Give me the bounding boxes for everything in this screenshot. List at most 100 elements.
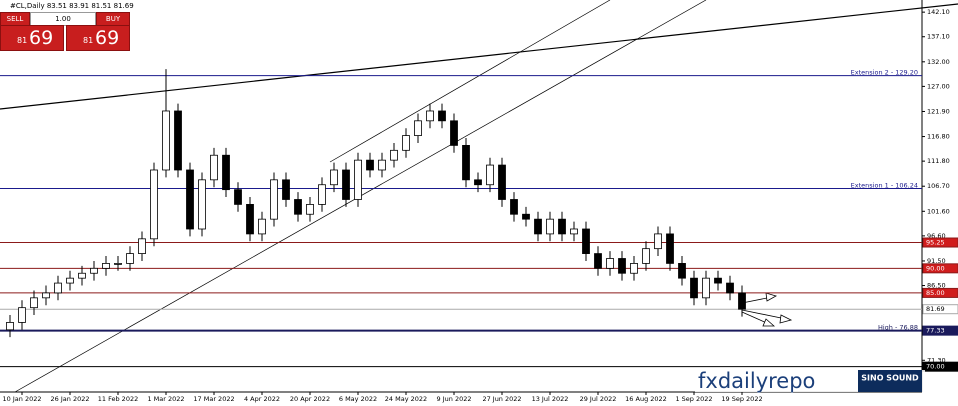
candle-body — [126, 253, 134, 264]
candle-body — [306, 204, 314, 215]
candle-body — [690, 277, 698, 299]
level-tag: 81.69 — [926, 305, 945, 313]
arrows — [741, 292, 793, 327]
candle-body — [402, 135, 410, 151]
x-tick-label: 1 Mar 2022 — [147, 395, 184, 403]
level-label: Extension 1 - 106.24 — [851, 181, 918, 189]
x-tick-label: 1 Sep 2022 — [675, 395, 712, 403]
y-tick-label: 86.50 — [927, 282, 946, 290]
candle-body — [486, 164, 494, 186]
x-tick-label: 13 Jul 2022 — [532, 395, 569, 403]
y-tick-label: 142.10 — [927, 8, 950, 16]
candle-body — [702, 277, 710, 299]
x-tick-label: 29 Jul 2022 — [580, 395, 617, 403]
candle-body — [90, 267, 98, 274]
candle-body — [546, 218, 554, 235]
candle-body — [66, 277, 74, 284]
candle-body — [474, 179, 482, 186]
sell-button[interactable]: SELL — [0, 12, 30, 26]
buy-price[interactable]: 81 69 — [66, 25, 130, 51]
candle-body — [318, 184, 326, 205]
level-label: High - 76.88 — [878, 324, 918, 332]
candle-body — [390, 149, 398, 161]
candle-body — [354, 159, 362, 200]
x-tick-label: 10 Jan 2022 — [3, 395, 42, 403]
level-tag-box — [922, 325, 958, 336]
candle-body — [186, 169, 194, 230]
y-tick-label: 127.00 — [927, 82, 950, 90]
candle-body — [570, 228, 578, 235]
candle-body — [510, 199, 518, 215]
candle-body — [150, 169, 158, 240]
y-tick-label: 116.80 — [927, 133, 950, 141]
candle-body — [18, 307, 26, 323]
candle-body — [666, 233, 674, 264]
brand-text: SINO SOUND — [861, 374, 919, 383]
x-tick-label: 16 Aug 2022 — [625, 395, 667, 403]
level-tag-box — [922, 263, 958, 274]
level-tag-box — [922, 361, 958, 372]
candle-body — [630, 263, 638, 274]
x-tick-label: 27 Jun 2022 — [482, 395, 521, 403]
x-tick-label: 11 Feb 2022 — [98, 395, 138, 403]
candle-body — [294, 199, 302, 215]
candle-body — [6, 322, 14, 331]
candle-body — [30, 297, 38, 309]
candle-body — [642, 248, 650, 264]
candle-body — [462, 145, 470, 181]
candle-body — [114, 263, 122, 265]
candle-body — [222, 154, 230, 191]
candle-body — [198, 179, 206, 230]
x-tick-label: 17 Mar 2022 — [193, 395, 234, 403]
candle-body — [258, 218, 266, 235]
candle-body — [438, 110, 446, 122]
lots-input[interactable]: 1.00 — [30, 12, 96, 26]
candle-body — [714, 277, 722, 284]
brand-box — [858, 370, 922, 392]
candle-body — [102, 263, 110, 269]
candle-body — [138, 238, 146, 254]
candle-body — [558, 218, 566, 235]
level-tag: 70.00 — [926, 363, 945, 371]
level-tag-box — [922, 304, 958, 315]
level-tag: 95.25 — [926, 239, 945, 247]
sell-price[interactable]: 81 69 — [0, 25, 64, 51]
candle-body — [54, 282, 62, 294]
y-tick-label: 137.10 — [927, 33, 950, 41]
candle-body — [618, 258, 626, 274]
candle-body — [366, 159, 374, 171]
candle-body — [678, 263, 686, 279]
x-tick-label: 24 May 2022 — [385, 395, 427, 403]
sell-price-big: 81 — [17, 36, 28, 45]
x-tick-label: 20 Apr 2022 — [290, 395, 330, 403]
trend-line — [0, 3, 958, 110]
level-tag-box — [922, 237, 958, 248]
x-tick-label: 9 Jun 2022 — [437, 395, 472, 403]
level-tag-box — [922, 287, 958, 298]
level-tag: 90.00 — [926, 264, 945, 272]
watermark-text: fxdailyrepo — [698, 369, 815, 393]
candle-body — [330, 169, 338, 186]
chart-title: #CL,Daily 83.51 83.91 81.51 81.69 — [10, 2, 134, 10]
buy-button[interactable]: BUY — [96, 12, 130, 26]
candle-body — [606, 258, 614, 269]
x-tick-label: 4 Apr 2022 — [244, 395, 280, 403]
x-tick-label: 19 Sep 2022 — [721, 395, 762, 403]
candle-body — [498, 164, 506, 200]
candle-body — [246, 204, 254, 235]
buy-price-big: 81 — [83, 36, 94, 45]
sell-price-small: 69 — [29, 27, 54, 49]
candle-body — [78, 272, 86, 279]
candle-body — [270, 179, 278, 220]
buy-price-small: 69 — [95, 27, 120, 49]
trade-panel: SELL 1.00 BUY 81 69 81 69 — [0, 12, 130, 51]
candle-body — [534, 218, 542, 235]
watermark: fxdailyrepo SINO SOUND — [695, 369, 925, 393]
candle-body — [174, 110, 182, 171]
channel-line — [329, 0, 611, 163]
candle-body — [450, 120, 458, 146]
candle-body — [210, 154, 218, 181]
candle-body — [414, 120, 422, 136]
